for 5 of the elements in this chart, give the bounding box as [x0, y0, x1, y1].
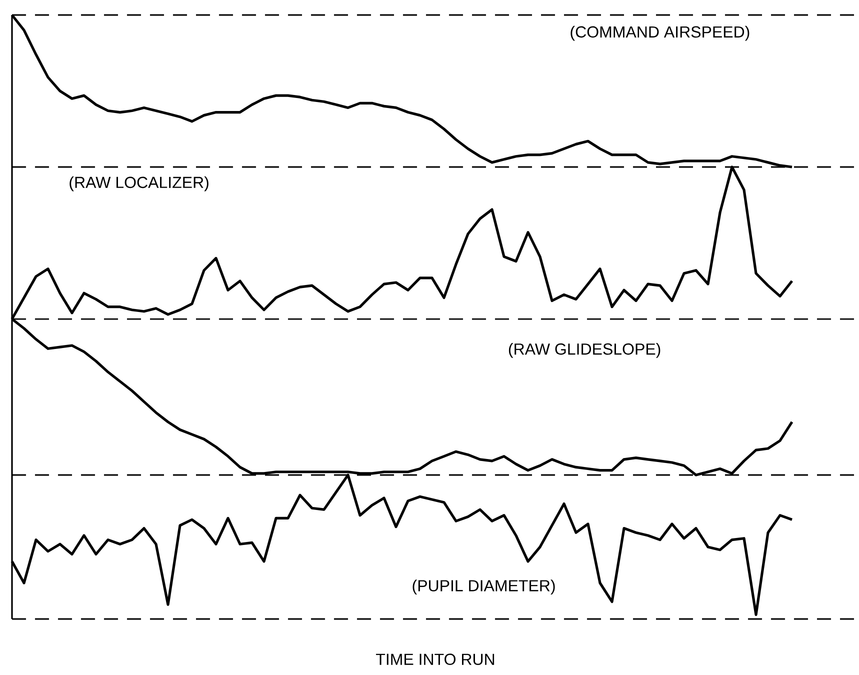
text: (RAW LOCALIZER): [70, 176, 208, 192]
x-axis-title: TIME INTO RUN: [376, 654, 494, 665]
text: (RAW GLIDESLOPE): [508, 342, 660, 358]
text: (PUPIL DIAMETER): [412, 580, 555, 595]
text: (COMMAND AIRSPEED): [570, 26, 750, 41]
